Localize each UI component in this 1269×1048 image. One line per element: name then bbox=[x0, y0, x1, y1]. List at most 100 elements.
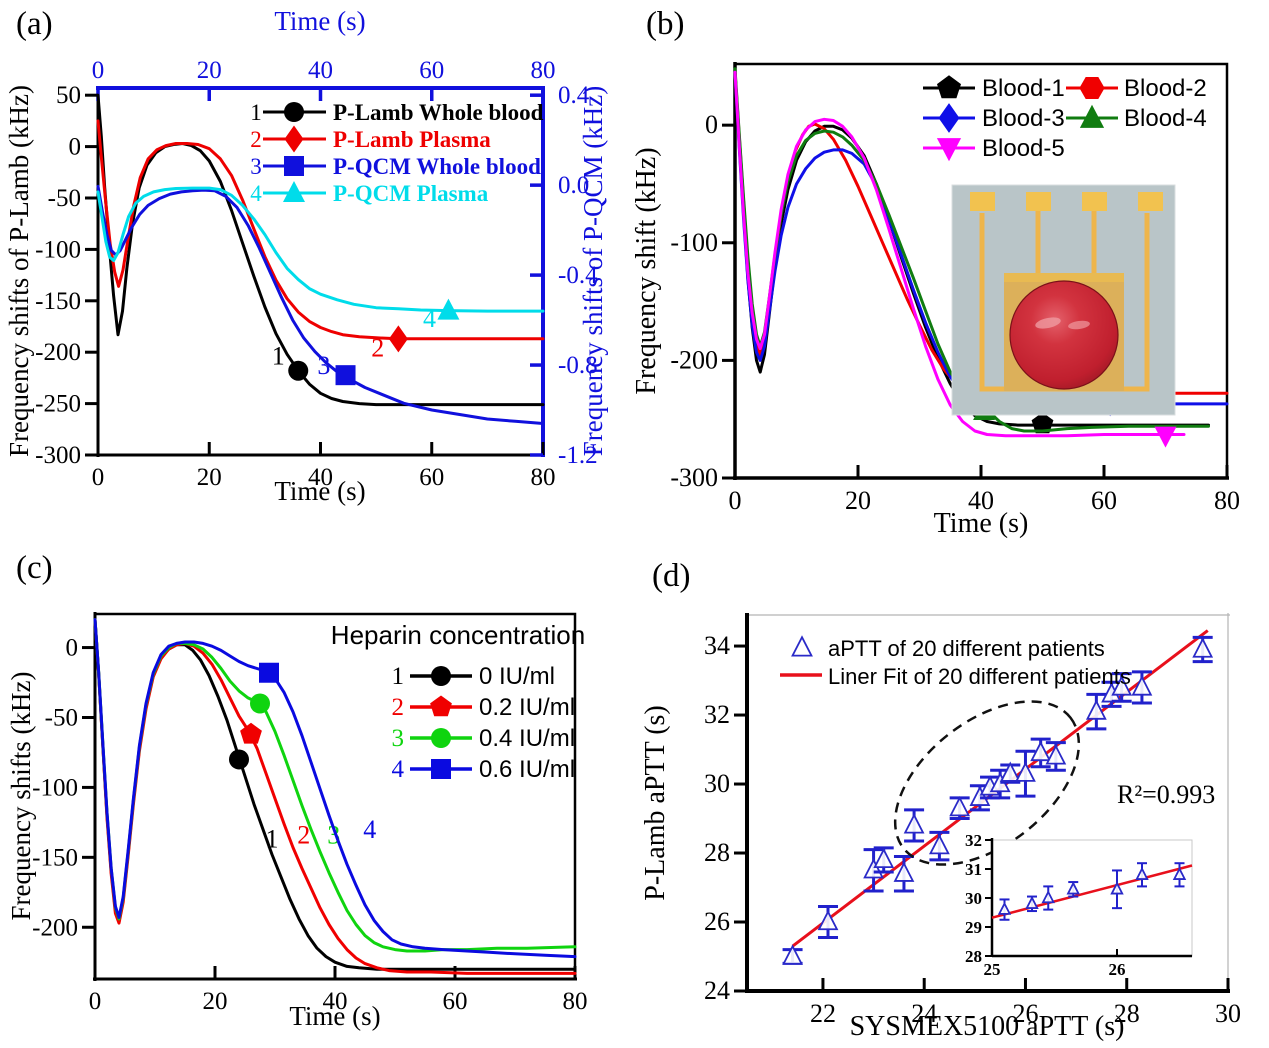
svg-text:-200: -200 bbox=[32, 914, 78, 941]
svg-text:Time (s): Time (s) bbox=[289, 1001, 380, 1031]
legend: Heparin concentration 1 0 IU/ml 2 0.2 IU/ml 3… bbox=[331, 620, 585, 783]
svg-text:-300: -300 bbox=[35, 442, 81, 469]
series-p-qcm-whole-blood: 3 bbox=[96, 184, 545, 425]
svg-text:aPTT of 20 different patients: aPTT of 20 different patients bbox=[828, 636, 1105, 661]
panel-b-chart: 0 20 40 60 80 0 -100 -200 -300 Time (s) Frequency … bbox=[631, 62, 1240, 539]
svg-text:0: 0 bbox=[729, 486, 742, 515]
svg-text:32: 32 bbox=[965, 831, 982, 850]
svg-text:Frequency shifts of P-Lamb (kH: Frequency shifts of P-Lamb (kHz) bbox=[4, 85, 34, 457]
svg-text:1: 1 bbox=[266, 825, 279, 854]
svg-text:40: 40 bbox=[323, 988, 348, 1015]
svg-text:40: 40 bbox=[308, 57, 333, 84]
svg-text:0.0: 0.0 bbox=[558, 172, 589, 199]
svg-text:40: 40 bbox=[308, 464, 333, 491]
panel-b-label: (b) bbox=[646, 6, 685, 42]
series-p-lamb-whole-blood: 1 bbox=[96, 93, 545, 407]
svg-text:Frequency shift (kHz): Frequency shift (kHz) bbox=[631, 147, 662, 394]
axis-titles: SYSMEX5100 aPTT (s) P-Lamb aPTT (s) bbox=[640, 705, 1124, 1042]
svg-text:20: 20 bbox=[845, 486, 871, 515]
svg-text:-150: -150 bbox=[32, 844, 78, 871]
svg-text:30: 30 bbox=[1215, 999, 1241, 1028]
svg-text:4: 4 bbox=[392, 756, 405, 783]
series-0-6-iu-ml: 4 bbox=[93, 618, 577, 959]
svg-text:80: 80 bbox=[531, 464, 556, 491]
zoom-ellipse bbox=[893, 700, 1081, 866]
svg-text:60: 60 bbox=[419, 464, 444, 491]
svg-text:P-QCM Plasma: P-QCM Plasma bbox=[333, 181, 489, 206]
svg-text:-200: -200 bbox=[670, 345, 718, 374]
svg-text:0: 0 bbox=[92, 57, 105, 84]
svg-text:-0.8: -0.8 bbox=[558, 352, 598, 379]
svg-text:P-Lamb aPTT (s): P-Lamb aPTT (s) bbox=[640, 705, 671, 900]
svg-text:0: 0 bbox=[66, 635, 79, 662]
panel-c-chart: 0 20 40 60 80 0 -50 -100 -150 -200 Time (s) Frequen… bbox=[6, 612, 588, 1031]
r-squared-annotation: R²=0.993 bbox=[1117, 780, 1215, 809]
svg-text:80: 80 bbox=[1214, 486, 1240, 515]
svg-text:60: 60 bbox=[1091, 486, 1117, 515]
panel-d-chart: 22 24 26 28 30 24 26 28 30 32 34 SYSMEX5100 aPTT (s… bbox=[640, 613, 1241, 1042]
svg-text:P-Lamb Whole blood: P-Lamb Whole blood bbox=[333, 100, 544, 125]
svg-text:26: 26 bbox=[1012, 999, 1038, 1028]
svg-text:Time (s): Time (s) bbox=[934, 508, 1029, 539]
svg-text:Liner Fit of 20 different pat: Liner Fit of 20 different patients bbox=[828, 664, 1131, 689]
svg-text:25: 25 bbox=[984, 960, 1001, 979]
svg-text:1: 1 bbox=[250, 100, 262, 125]
axis-titles: Time (s) Frequency shift (kHz) bbox=[631, 147, 1028, 539]
svg-text:-50: -50 bbox=[45, 704, 78, 731]
svg-text:4: 4 bbox=[423, 304, 436, 333]
svg-text:Time (s): Time (s) bbox=[274, 6, 365, 36]
svg-text:R²=0.993: R²=0.993 bbox=[1117, 780, 1215, 809]
panel-a-label: (a) bbox=[16, 6, 53, 42]
svg-text:31: 31 bbox=[965, 860, 982, 879]
svg-text:P-Lamb Plasma: P-Lamb Plasma bbox=[333, 127, 491, 152]
series: 1 2 3 4 bbox=[93, 618, 577, 975]
svg-text:Heparin concentration: Heparin concentration bbox=[331, 620, 585, 650]
svg-text:Time (s): Time (s) bbox=[274, 476, 365, 506]
svg-text:SYSMEX5100 aPTT (s): SYSMEX5100 aPTT (s) bbox=[850, 1011, 1125, 1042]
svg-text:3: 3 bbox=[392, 725, 405, 752]
svg-text:4: 4 bbox=[250, 181, 262, 206]
panel-d-label: (d) bbox=[652, 558, 691, 594]
svg-text:0 IU/ml: 0 IU/ml bbox=[479, 663, 555, 690]
svg-text:30: 30 bbox=[704, 769, 730, 798]
svg-text:0: 0 bbox=[705, 110, 718, 139]
svg-text:20: 20 bbox=[197, 57, 222, 84]
svg-text:32: 32 bbox=[704, 700, 730, 729]
svg-text:30: 30 bbox=[965, 889, 982, 908]
svg-text:20: 20 bbox=[203, 988, 228, 1015]
svg-text:-0.4: -0.4 bbox=[558, 262, 598, 289]
svg-text:0: 0 bbox=[69, 134, 82, 161]
svg-text:28: 28 bbox=[704, 838, 730, 867]
svg-text:Blood-4: Blood-4 bbox=[1124, 105, 1207, 132]
svg-text:40: 40 bbox=[968, 486, 994, 515]
series-blood-5 bbox=[733, 70, 1186, 448]
svg-text:0: 0 bbox=[89, 988, 102, 1015]
svg-text:0.2 IU/ml: 0.2 IU/ml bbox=[479, 694, 575, 721]
svg-text:26: 26 bbox=[704, 907, 730, 936]
scatter-points bbox=[782, 635, 1214, 965]
svg-text:2: 2 bbox=[371, 333, 384, 362]
series-p-qcm-plasma: 4 bbox=[96, 186, 545, 333]
sensor-photo-inset bbox=[951, 184, 1176, 416]
svg-text:-100: -100 bbox=[670, 228, 718, 257]
svg-text:-250: -250 bbox=[35, 391, 81, 418]
svg-text:2: 2 bbox=[392, 694, 405, 721]
svg-text:-50: -50 bbox=[48, 185, 81, 212]
legend: Blood-1 Blood-2 Blood-3 Blood-4 Blood-5 bbox=[923, 75, 1207, 162]
svg-text:3: 3 bbox=[250, 154, 262, 179]
legend: 1 P-Lamb Whole blood 2 P-Lamb Plasma 3 P-QCM … bbox=[250, 100, 543, 206]
axes: 0 20 40 60 80 0 -100 -200 -300 bbox=[670, 110, 1240, 515]
svg-text:0: 0 bbox=[92, 464, 105, 491]
svg-text:Blood-3: Blood-3 bbox=[982, 105, 1065, 132]
svg-text:Blood-5: Blood-5 bbox=[982, 135, 1065, 162]
svg-text:3: 3 bbox=[317, 351, 330, 380]
svg-text:28: 28 bbox=[965, 947, 982, 966]
svg-text:0.6 IU/ml: 0.6 IU/ml bbox=[479, 756, 575, 783]
svg-text:Blood-1: Blood-1 bbox=[982, 75, 1065, 102]
svg-text:P-QCM Whole blood: P-QCM Whole blood bbox=[333, 154, 541, 179]
svg-text:60: 60 bbox=[419, 57, 444, 84]
svg-text:29: 29 bbox=[965, 918, 982, 937]
svg-text:24: 24 bbox=[704, 976, 730, 1005]
svg-text:-100: -100 bbox=[32, 774, 78, 801]
